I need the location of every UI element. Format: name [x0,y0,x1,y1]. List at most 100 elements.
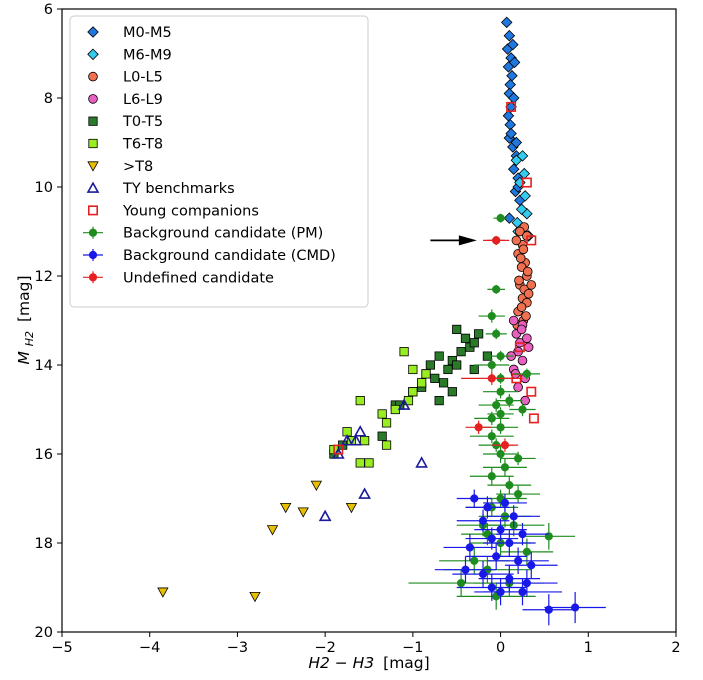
legend-marker [88,116,98,126]
data-point [266,525,279,536]
legend-item-ty-benchmarks: TY benchmarks [86,181,235,197]
legend-label: T0-T5 [122,114,163,130]
data-point [500,441,510,450]
data-point [523,288,534,299]
data-point [349,434,363,446]
data-point [456,347,466,357]
data-point [249,592,261,603]
data-point [511,235,522,246]
data-point [519,190,531,202]
legend-marker [88,273,98,282]
data-point [465,543,474,552]
legend-label: TY benchmarks [122,181,235,197]
data-point [478,516,488,525]
plot-marks [157,16,606,626]
legend-marker [88,228,98,237]
data-point [358,487,371,499]
data-point [514,342,525,353]
legend-marker [88,138,98,149]
legend-label: M6-M9 [123,47,172,63]
legend-item-young-companions: Young companions [88,203,259,219]
data-point [492,285,501,294]
legend-marker [87,161,99,172]
x-tick-label: 0 [496,640,505,656]
legend-label: Background candidate (PM) [123,226,323,242]
data-point [483,503,492,512]
data-point [492,400,501,410]
data-point [522,266,533,277]
data-point [526,235,537,246]
legend-item-t6-t8: T6-T8 [88,137,163,153]
data-point [452,360,462,370]
data-point [297,507,309,518]
data-point [434,351,444,361]
data-point [460,333,471,343]
legend-marker [88,94,98,104]
data-point [279,502,292,514]
data-point [521,311,531,321]
data-point [505,396,514,405]
legend-item-m0-m5: M0-M5 [87,25,172,41]
arrow-head [458,235,477,246]
y-axis-label: M H2 [mag] [15,275,37,364]
data-point [513,382,523,393]
data-point [505,538,514,548]
data-point [492,236,501,245]
series-undefined-candidate [461,235,523,452]
series-l6-l9 [506,315,534,406]
data-point [381,418,392,428]
y-tick-label: 14 [35,358,53,374]
legend-label: Young companions [122,203,259,219]
data-point [408,387,418,397]
data-point [496,352,505,361]
legend-item-background-candidate-cmd-: Background candidate (CMD) [83,248,336,264]
data-point [507,163,520,175]
legend-item-background-candidate-pm-: Background candidate (PM) [83,226,323,242]
data-point [434,395,444,406]
data-point [509,512,518,521]
data-point [469,338,479,348]
y-axis-label-sub: H2 [23,331,36,346]
data-point [487,360,496,370]
data-point [492,552,501,561]
data-point [506,101,517,112]
data-point [492,329,501,338]
legend-item-l0-l5: L0-L5 [88,70,163,86]
y-axis-label-main: M [15,351,33,364]
data-point [496,214,505,223]
data-point [461,565,470,574]
data-point [417,378,427,388]
data-point [522,578,531,588]
x-tick-label: −3 [227,640,248,656]
legend-item--t8: >T8 [87,159,153,175]
data-point [571,603,580,612]
data-point [508,315,519,326]
data-point [496,387,505,396]
data-point [452,324,462,335]
x-tick-label: −5 [51,640,72,656]
data-point [469,364,479,375]
data-point [487,311,496,321]
data-point [503,212,516,224]
legend-marker [87,26,99,38]
data-point [447,387,457,397]
data-point [518,530,527,539]
data-point [318,509,332,522]
data-point [487,583,496,592]
data-point [487,414,496,423]
x-tick-label: −1 [402,640,423,656]
legend-marker [86,181,100,193]
y-tick-label: 6 [44,2,53,18]
data-point [500,498,510,508]
legend-item-l6-l9: L6-L9 [88,92,163,108]
data-point [487,472,496,481]
data-point [517,355,528,366]
data-point [521,177,532,188]
legend-item-undefined-candidate: Undefined candidate [83,270,274,286]
data-point [353,425,367,437]
data-point [487,534,496,543]
legend-label: T6-T8 [122,137,163,153]
data-point [474,329,484,339]
data-point [507,38,519,51]
